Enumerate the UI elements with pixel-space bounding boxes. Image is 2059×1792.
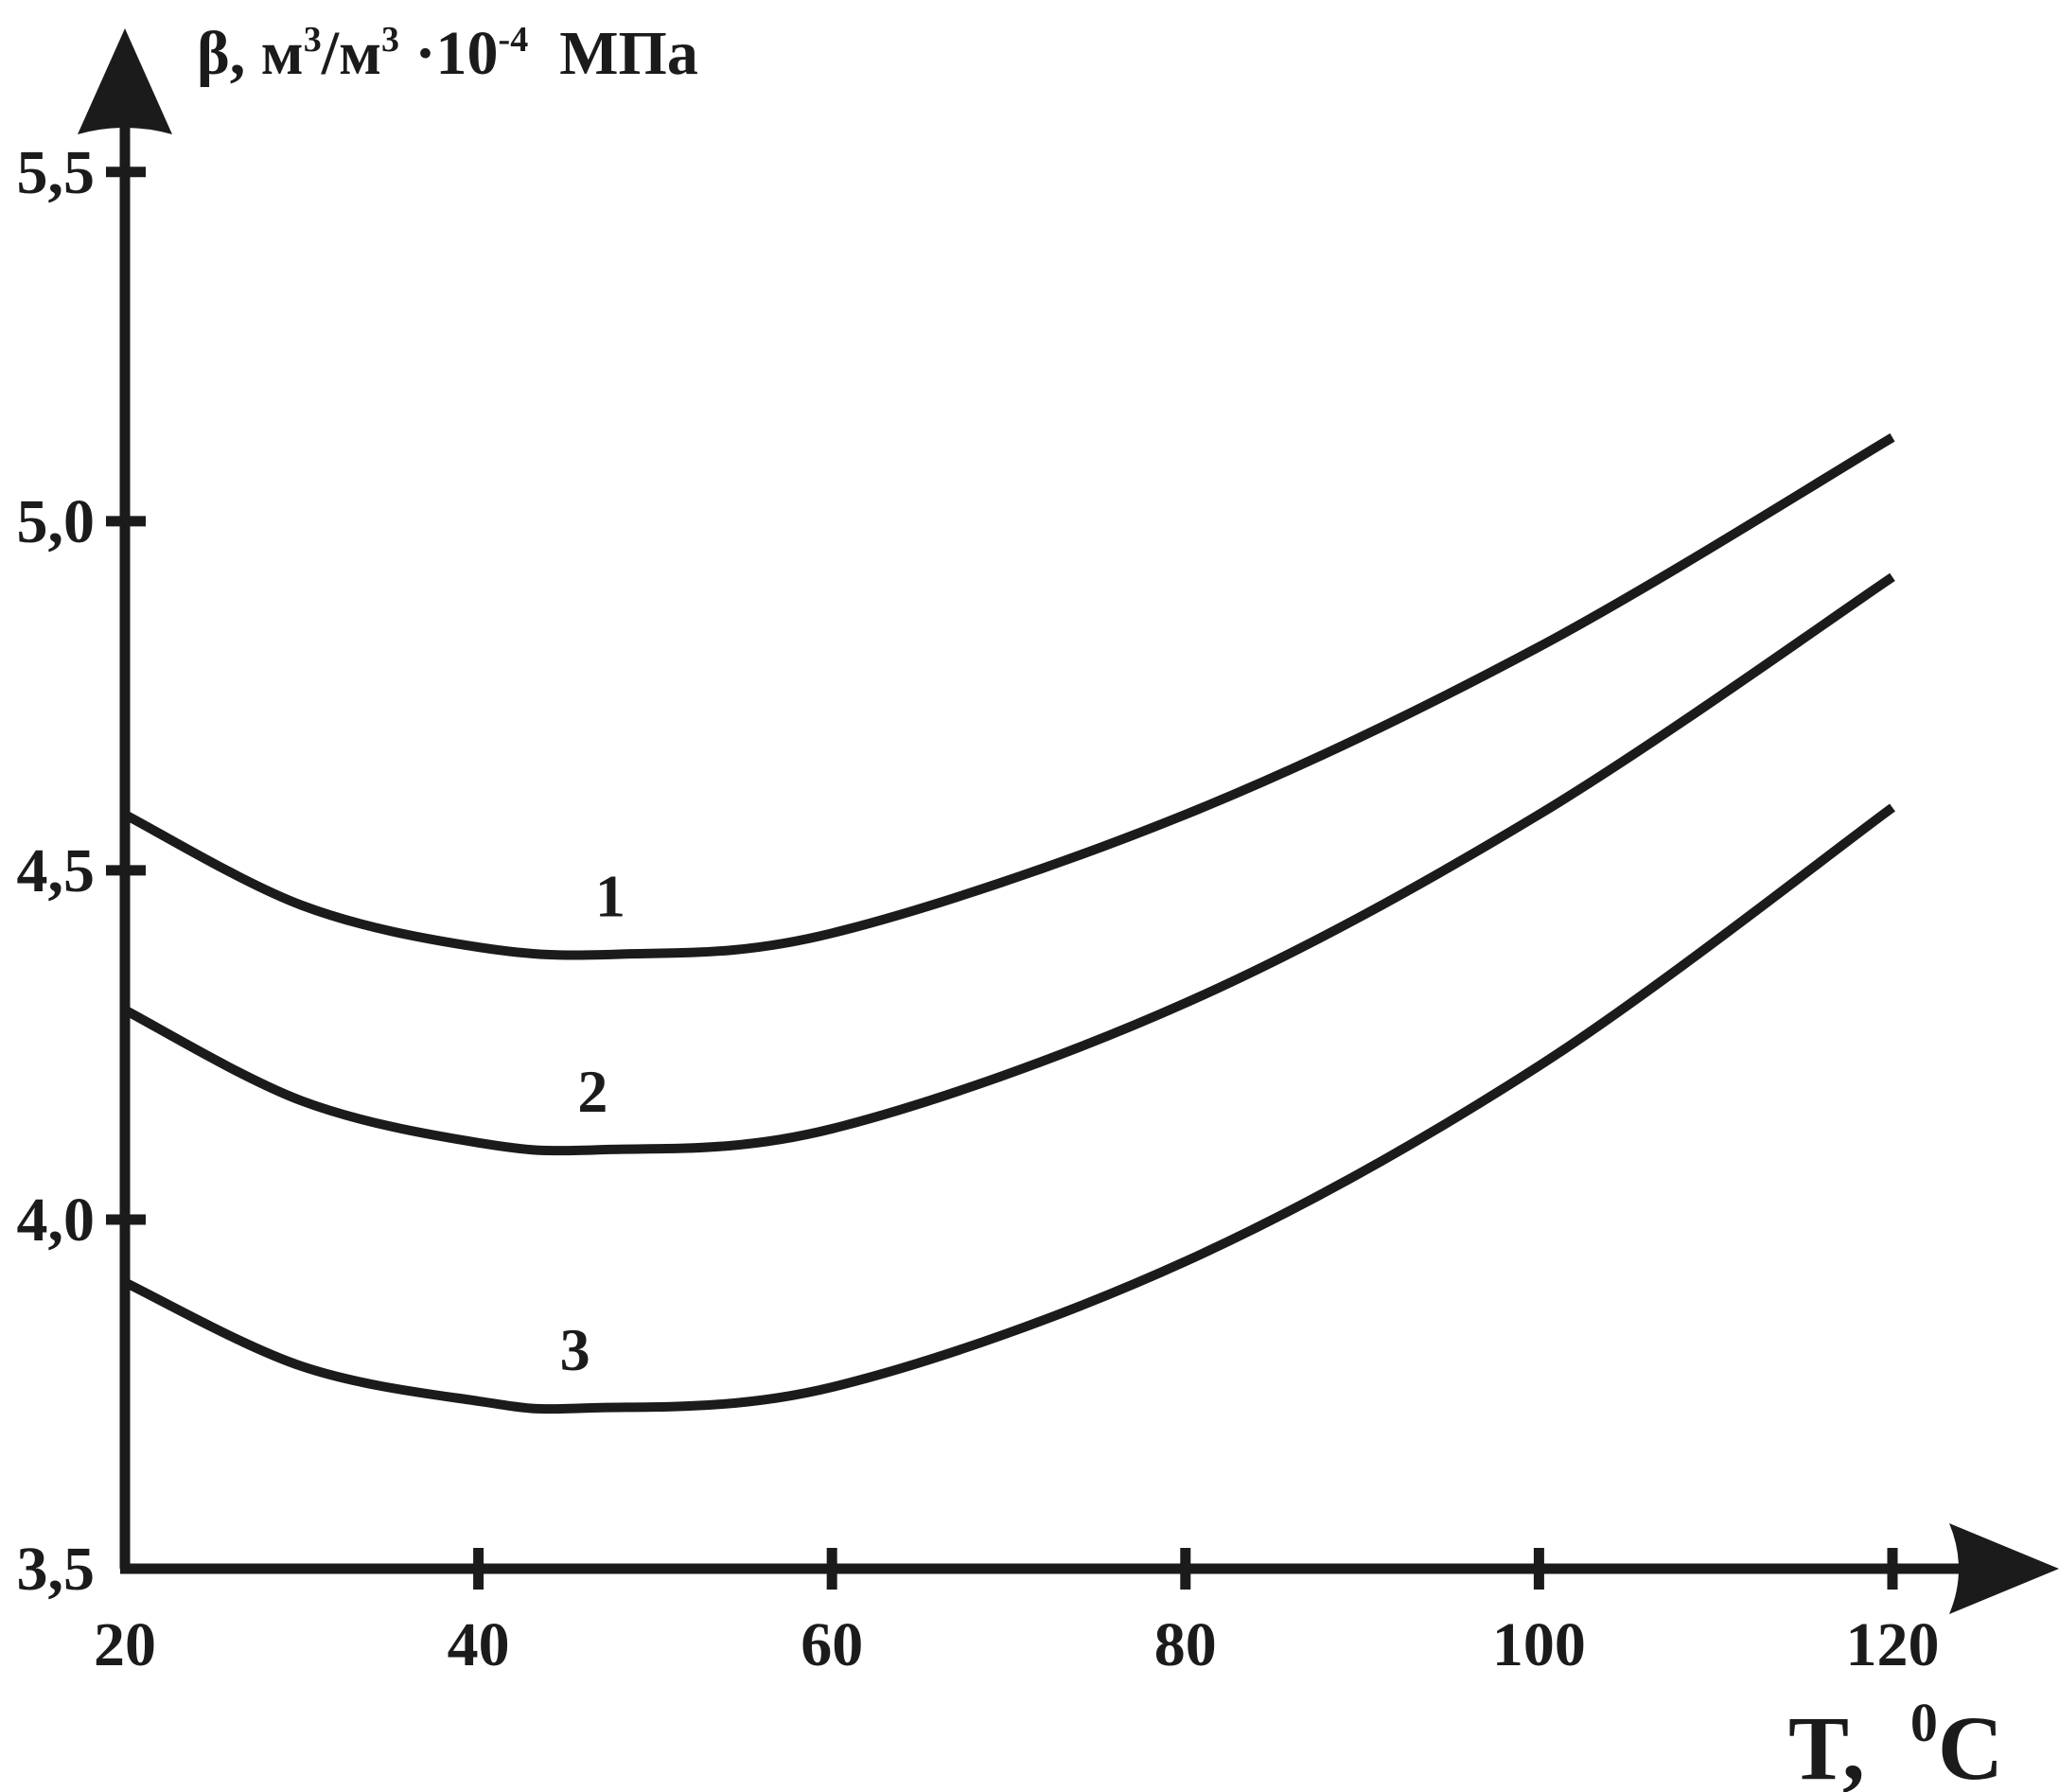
y-axis-label: β, м3/м3 ·10-4 МПа (197, 19, 698, 88)
x-axis-label: T, 0C (1788, 1692, 2003, 1792)
y-tick-label: 4,5 (17, 836, 96, 905)
y-tick-label: 4,0 (17, 1186, 96, 1255)
series: 1 2 3 (122, 432, 1895, 1414)
x-axis-arrow (1949, 1523, 2059, 1614)
y-tick-label: 3,5 (17, 1535, 96, 1604)
series-line-3 (122, 803, 1895, 1414)
x-tick-label: 60 (801, 1610, 863, 1679)
y-axis-label-suffix: МПа (528, 19, 698, 88)
x-tick-label: 80 (1154, 1610, 1217, 1679)
y-tick-label: 5,5 (17, 138, 96, 207)
y-axis-label-sup-3: -4 (499, 20, 529, 60)
series-label-3: 3 (560, 1316, 590, 1383)
y-axis-label-sup-2: 3 (381, 20, 399, 60)
series-label-1: 1 (595, 862, 625, 929)
series-line-1 (122, 432, 1895, 960)
y-axis-label-mid-2: ·10 (399, 19, 499, 88)
y-axis-label-sup-1: 3 (304, 20, 322, 60)
y-tick-label: 5,0 (17, 487, 96, 556)
x-tick-label: 20 (94, 1610, 156, 1679)
x-axis-label-suffix: C (1938, 1697, 2003, 1792)
series-line-2 (122, 572, 1895, 1156)
ticks: 20 40 60 80 100 120 3,5 4,0 4,5 5,0 5,5 (17, 138, 1940, 1679)
x-axis-label-prefix: T, (1788, 1697, 1910, 1792)
y-axis-label-mid: /м (321, 19, 381, 88)
x-axis-label-sup: 0 (1910, 1692, 1938, 1753)
series-label-2: 2 (577, 1058, 607, 1125)
y-axis-label-prefix: β, м (197, 19, 304, 88)
x-tick-label: 120 (1846, 1610, 1940, 1679)
axes (78, 28, 2059, 1614)
y-axis-arrow (78, 28, 172, 134)
x-tick-label: 100 (1492, 1610, 1586, 1679)
x-tick-label: 40 (448, 1610, 510, 1679)
